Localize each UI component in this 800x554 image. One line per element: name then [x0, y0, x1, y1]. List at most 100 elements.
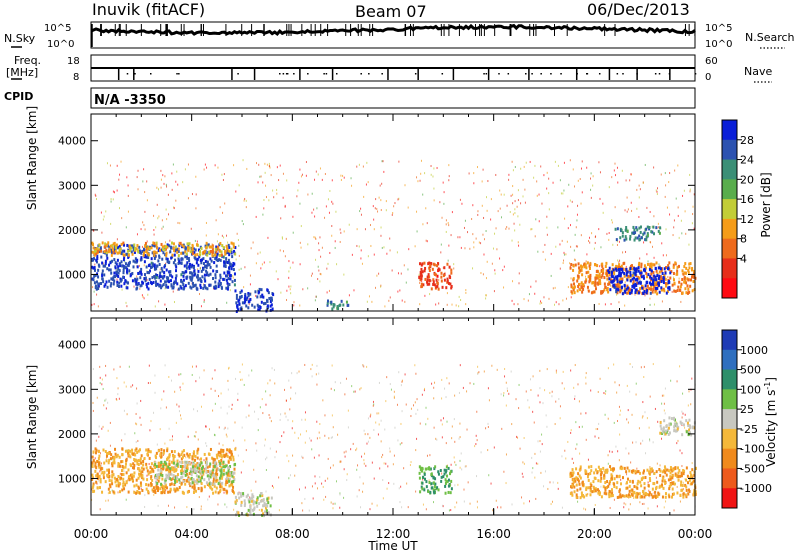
data-cell: [654, 490, 657, 494]
scatter-cell: [373, 477, 375, 480]
data-cell: [234, 289, 237, 293]
data-cell: [147, 483, 150, 487]
scatter-cell: [682, 194, 684, 197]
scatter-cell: [347, 409, 349, 412]
scatter-cell: [257, 429, 259, 432]
data-cell: [642, 276, 645, 280]
scatter-cell: [538, 193, 540, 196]
scatter-cell: [555, 369, 557, 372]
scatter-cell: [231, 403, 233, 406]
data-cell: [155, 243, 158, 247]
scatter-cell: [548, 297, 550, 300]
data-cell: [637, 266, 640, 270]
scatter-cell: [153, 229, 155, 232]
data-cell: [148, 247, 151, 251]
scatter-cell: [386, 376, 388, 379]
scatter-cell: [611, 221, 613, 224]
data-cell: [444, 491, 447, 495]
scatter-cell: [594, 503, 596, 506]
scatter-cell: [298, 181, 300, 184]
scatter-cell: [255, 215, 257, 218]
data-cell: [209, 283, 212, 287]
data-cell: [647, 273, 650, 277]
data-cell: [116, 283, 119, 287]
scatter-cell: [463, 226, 465, 229]
data-cell: [616, 291, 619, 295]
data-cell: [688, 290, 691, 294]
data-cell: [660, 279, 663, 283]
scatter-cell: [563, 387, 565, 390]
data-cell: [267, 496, 270, 500]
scatter-cell: [423, 389, 425, 392]
scatter-cell: [414, 245, 416, 248]
scatter-cell: [423, 487, 425, 490]
scatter-cell: [505, 404, 507, 407]
scatter-cell: [518, 407, 520, 410]
scatter-cell: [366, 300, 368, 303]
scatter-cell: [656, 193, 658, 196]
data-cell: [574, 479, 577, 483]
scatter-cell: [190, 461, 192, 464]
scatter-cell: [328, 289, 330, 292]
scatter-cell: [304, 418, 306, 421]
data-cell: [138, 245, 141, 249]
data-cell: [649, 275, 652, 279]
data-cell: [668, 287, 671, 291]
data-cell: [99, 477, 102, 481]
scatter-cell: [264, 438, 266, 441]
data-cell: [146, 285, 149, 289]
scatter-cell: [420, 172, 422, 175]
scatter-cell: [224, 503, 226, 506]
scatter-cell: [377, 433, 379, 436]
scatter-cell: [311, 272, 313, 275]
scatter-cell: [534, 235, 536, 238]
data-cell: [113, 461, 116, 465]
scatter-cell: [177, 183, 179, 186]
data-cell: [421, 284, 424, 288]
data-cell: [160, 286, 163, 290]
data-cell: [609, 278, 612, 282]
data-cell: [571, 473, 574, 477]
data-cell: [145, 462, 148, 466]
data-cell: [106, 256, 109, 260]
data-cell: [423, 472, 426, 476]
scatter-cell: [652, 441, 654, 444]
scatter-cell: [414, 401, 416, 404]
scatter-cell: [636, 188, 638, 191]
scatter-cell: [318, 269, 320, 272]
scatter-cell: [487, 425, 489, 428]
scatter-cell: [610, 284, 612, 287]
data-cell: [155, 241, 158, 245]
data-cell: [578, 474, 581, 478]
scatter-cell: [541, 433, 543, 436]
scatter-cell: [598, 436, 600, 439]
scatter-cell: [523, 298, 525, 301]
data-cell: [664, 481, 667, 485]
scatter-cell: [424, 172, 426, 175]
data-cell: [580, 268, 583, 272]
data-cell: [211, 250, 214, 254]
data-cell: [216, 467, 219, 471]
data-cell: [112, 242, 115, 246]
scatter-cell: [110, 198, 112, 201]
data-cell: [593, 489, 596, 493]
scatter-cell: [654, 407, 656, 410]
scatter-cell: [571, 200, 573, 203]
data-cell: [117, 462, 120, 466]
scatter-cell: [454, 484, 456, 487]
data-cell: [663, 267, 666, 271]
data-cell: [229, 264, 232, 268]
scatter-cell: [170, 379, 172, 382]
cpid-value: N/A -3350: [94, 93, 166, 108]
data-cell: [664, 495, 667, 499]
scatter-cell: [330, 387, 332, 390]
data-cell: [222, 454, 225, 458]
data-cell: [216, 245, 219, 249]
data-cell: [436, 284, 439, 288]
data-cell: [93, 268, 96, 272]
data-cell: [594, 477, 597, 481]
data-cell: [131, 478, 134, 482]
data-cell: [184, 470, 187, 474]
data-cell: [156, 282, 159, 286]
data-cell: [420, 485, 423, 489]
